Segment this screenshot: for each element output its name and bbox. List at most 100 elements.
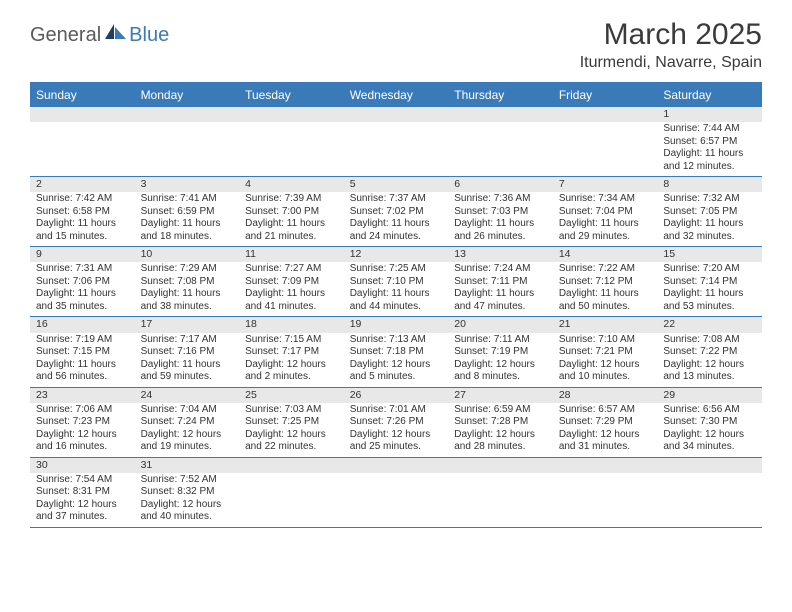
info-line: Sunset: 6:57 PM	[663, 136, 756, 149]
day-number-cell: 22	[657, 317, 762, 333]
info-line: Sunset: 7:29 PM	[559, 416, 652, 429]
day-number-cell: 8	[657, 177, 762, 193]
day-info-cell: Sunrise: 7:42 AMSunset: 6:58 PMDaylight:…	[30, 192, 135, 247]
day-number-cell	[553, 107, 658, 123]
day-info-cell	[448, 122, 553, 177]
day-info-cell	[30, 122, 135, 177]
info-line: and 5 minutes.	[350, 371, 443, 384]
info-row: Sunrise: 7:42 AMSunset: 6:58 PMDaylight:…	[30, 192, 762, 247]
info-line: Sunrise: 7:39 AM	[245, 193, 338, 206]
day-info-cell: Sunrise: 7:44 AMSunset: 6:57 PMDaylight:…	[657, 122, 762, 177]
day-number-cell	[553, 457, 658, 473]
day-number-cell: 29	[657, 387, 762, 403]
day-info-cell: Sunrise: 7:39 AMSunset: 7:00 PMDaylight:…	[239, 192, 344, 247]
info-line: and 19 minutes.	[141, 441, 234, 454]
day-number-cell: 26	[344, 387, 449, 403]
title-block: March 2025 Iturmendi, Navarre, Spain	[580, 18, 762, 72]
info-line: Sunset: 7:28 PM	[454, 416, 547, 429]
day-info-cell: Sunrise: 7:52 AMSunset: 8:32 PMDaylight:…	[135, 473, 240, 528]
calendar-body: 1 Sunrise: 7:44 AMSunset: 6:57 PMDayligh…	[30, 107, 762, 528]
info-line: and 53 minutes.	[663, 301, 756, 314]
info-line: Sunset: 7:06 PM	[36, 276, 129, 289]
info-line: and 16 minutes.	[36, 441, 129, 454]
info-line: Sunset: 7:17 PM	[245, 346, 338, 359]
day-number-cell: 27	[448, 387, 553, 403]
day-info-cell: Sunrise: 6:57 AMSunset: 7:29 PMDaylight:…	[553, 403, 658, 458]
info-line: Sunrise: 7:08 AM	[663, 334, 756, 347]
day-number-cell	[344, 107, 449, 123]
info-line: Sunset: 7:14 PM	[663, 276, 756, 289]
day-info-cell: Sunrise: 7:10 AMSunset: 7:21 PMDaylight:…	[553, 333, 658, 388]
day-info-cell: Sunrise: 7:36 AMSunset: 7:03 PMDaylight:…	[448, 192, 553, 247]
info-line: and 28 minutes.	[454, 441, 547, 454]
day-info-cell: Sunrise: 7:11 AMSunset: 7:19 PMDaylight:…	[448, 333, 553, 388]
info-line: and 10 minutes.	[559, 371, 652, 384]
info-line: Sunrise: 7:25 AM	[350, 263, 443, 276]
info-line: Daylight: 11 hours	[454, 218, 547, 231]
info-line: Daylight: 11 hours	[454, 288, 547, 301]
info-line: Daylight: 11 hours	[36, 288, 129, 301]
info-line: Sunrise: 6:57 AM	[559, 404, 652, 417]
day-number-cell: 11	[239, 247, 344, 263]
day-header: Saturday	[657, 84, 762, 107]
info-line: Sunrise: 7:03 AM	[245, 404, 338, 417]
day-number-cell: 17	[135, 317, 240, 333]
day-number-cell	[344, 457, 449, 473]
daynum-row: 1	[30, 107, 762, 123]
day-info-cell: Sunrise: 7:22 AMSunset: 7:12 PMDaylight:…	[553, 262, 658, 317]
info-line: Sunrise: 7:37 AM	[350, 193, 443, 206]
info-line: and 38 minutes.	[141, 301, 234, 314]
daynum-row: 9101112131415	[30, 247, 762, 263]
day-number-cell: 16	[30, 317, 135, 333]
day-info-cell: Sunrise: 7:06 AMSunset: 7:23 PMDaylight:…	[30, 403, 135, 458]
info-line: and 18 minutes.	[141, 231, 234, 244]
info-line: Sunset: 7:15 PM	[36, 346, 129, 359]
info-line: and 37 minutes.	[36, 511, 129, 524]
info-line: Daylight: 12 hours	[245, 429, 338, 442]
info-line: and 2 minutes.	[245, 371, 338, 384]
info-line: and 34 minutes.	[663, 441, 756, 454]
info-line: Sunrise: 7:32 AM	[663, 193, 756, 206]
day-info-cell	[344, 122, 449, 177]
day-number-cell	[135, 107, 240, 123]
day-number-cell: 24	[135, 387, 240, 403]
info-line: and 21 minutes.	[245, 231, 338, 244]
day-info-cell: Sunrise: 7:31 AMSunset: 7:06 PMDaylight:…	[30, 262, 135, 317]
day-info-cell: Sunrise: 7:15 AMSunset: 7:17 PMDaylight:…	[239, 333, 344, 388]
info-line: Daylight: 12 hours	[559, 429, 652, 442]
info-line: Sunrise: 6:56 AM	[663, 404, 756, 417]
info-line: Sunrise: 6:59 AM	[454, 404, 547, 417]
info-row: Sunrise: 7:54 AMSunset: 8:31 PMDaylight:…	[30, 473, 762, 528]
info-line: Sunrise: 7:15 AM	[245, 334, 338, 347]
day-header: Sunday	[30, 84, 135, 107]
day-number-cell: 28	[553, 387, 658, 403]
info-line: Sunrise: 7:31 AM	[36, 263, 129, 276]
info-line: Sunrise: 7:10 AM	[559, 334, 652, 347]
info-line: Sunrise: 7:22 AM	[559, 263, 652, 276]
day-number-cell: 3	[135, 177, 240, 193]
info-line: Sunset: 8:31 PM	[36, 486, 129, 499]
info-line: Daylight: 11 hours	[245, 218, 338, 231]
day-number-cell: 4	[239, 177, 344, 193]
info-line: Sunrise: 7:19 AM	[36, 334, 129, 347]
info-line: and 15 minutes.	[36, 231, 129, 244]
info-line: Daylight: 11 hours	[36, 359, 129, 372]
day-number-cell: 2	[30, 177, 135, 193]
daynum-row: 3031	[30, 457, 762, 473]
info-line: Sunset: 7:03 PM	[454, 206, 547, 219]
info-line: Daylight: 11 hours	[350, 288, 443, 301]
info-line: Sunrise: 7:36 AM	[454, 193, 547, 206]
info-line: Sunset: 7:00 PM	[245, 206, 338, 219]
day-info-cell: Sunrise: 7:34 AMSunset: 7:04 PMDaylight:…	[553, 192, 658, 247]
info-line: Sunset: 7:09 PM	[245, 276, 338, 289]
info-line: Daylight: 11 hours	[36, 218, 129, 231]
day-number-cell	[448, 457, 553, 473]
day-number-cell: 6	[448, 177, 553, 193]
day-header: Thursday	[448, 84, 553, 107]
day-header-row: Sunday Monday Tuesday Wednesday Thursday…	[30, 84, 762, 107]
info-line: and 13 minutes.	[663, 371, 756, 384]
day-number-cell	[30, 107, 135, 123]
day-info-cell	[553, 473, 658, 528]
daynum-row: 16171819202122	[30, 317, 762, 333]
day-number-cell	[239, 107, 344, 123]
